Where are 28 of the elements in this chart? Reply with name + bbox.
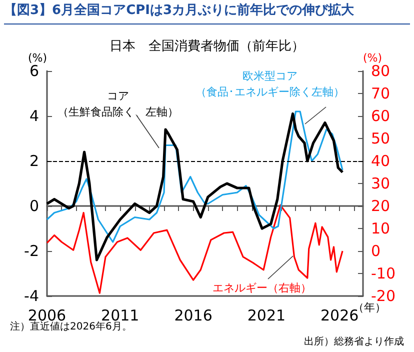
line-series xyxy=(46,204,344,294)
y2-tick-label: 50 xyxy=(371,130,390,148)
y2-tick-label: 0 xyxy=(371,242,381,260)
text: 欧米型コア（食品･エネルギー除く左軸） xyxy=(196,70,344,98)
y-tick-label: -4 xyxy=(24,287,39,305)
y2-tick-label: 20 xyxy=(371,197,390,215)
y-tick-label: 0 xyxy=(29,197,39,215)
y-tick-label: 2 xyxy=(29,152,39,170)
y-axis-title: (%) xyxy=(28,52,47,65)
text: 出所）総務省より作成 xyxy=(304,336,404,348)
y2-tick-label: -20 xyxy=(371,287,396,305)
y-tick-label: 4 xyxy=(29,107,39,125)
y2-tick-label: 40 xyxy=(371,152,390,170)
chart-title: 【図3】6月全国コアCPIは3カ月ぶりに前年比での伸び拡大 xyxy=(4,2,356,18)
y2-axis-title: (%) xyxy=(363,52,382,65)
x-tick-label: 2016 xyxy=(174,306,212,324)
y2-tick-label: 70 xyxy=(371,84,390,102)
series-label: エネルギー（右軸） xyxy=(212,282,312,294)
y2-tick-label: -10 xyxy=(371,264,396,282)
x-tick-label: 2026 xyxy=(320,306,359,324)
chart-subtitle: 日本 全国消費者物価（前年比） xyxy=(110,39,304,54)
y-tick-label: -2 xyxy=(24,242,39,260)
y-tick-label: 6 xyxy=(29,62,39,80)
y2-tick-label: 80 xyxy=(371,62,390,80)
y2-tick-label: 60 xyxy=(371,107,390,125)
y2-tick-label: 30 xyxy=(371,174,390,192)
x-tick-label: 2021 xyxy=(247,306,286,324)
y2-tick-label: 10 xyxy=(371,220,390,238)
